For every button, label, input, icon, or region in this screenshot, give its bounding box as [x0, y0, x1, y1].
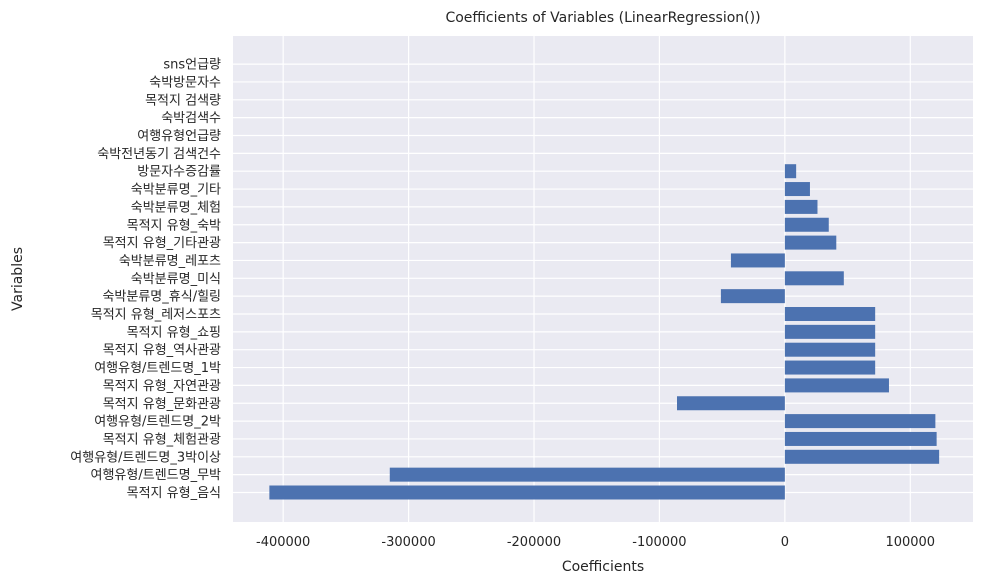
- y-tick-label: 숙박방문자수: [149, 75, 221, 90]
- bar: [784, 414, 936, 429]
- bar: [720, 289, 785, 304]
- bar: [784, 164, 797, 179]
- bars: [269, 164, 940, 500]
- bar: [784, 378, 889, 393]
- x-tick-label: -200000: [507, 535, 561, 550]
- x-tick-labels: -400000 -300000 -200000 -100000 0 100000: [256, 535, 935, 550]
- bar: [784, 324, 876, 339]
- y-tick-label: 여행유형/트렌드명_2박: [94, 414, 221, 430]
- y-tick-label: 숙박분류명_레포츠: [119, 254, 221, 269]
- bar: [730, 253, 785, 268]
- y-tick-label: 목적지 유형_쇼핑: [127, 325, 221, 340]
- x-axis-label: Coefficients: [562, 559, 644, 575]
- y-tick-label: 여행유형/트렌드명_3박이상: [70, 449, 221, 465]
- bar: [784, 217, 829, 232]
- y-tick-label: 여행유형/트렌드명_1박: [94, 360, 221, 376]
- bar: [784, 449, 940, 464]
- chart-title: Coefficients of Variables (LinearRegress…: [445, 10, 760, 26]
- y-tick-label: 숙박전년동기 검색건수: [97, 147, 221, 162]
- y-tick-labels: 목적지 유형_음식 여행유형/트렌드명_무박 여행유형/트렌드명_3박이상 목적지 유…: [70, 58, 221, 501]
- x-tick-label: 0: [781, 535, 789, 550]
- y-tick-label: 여행유형언급량: [137, 128, 221, 144]
- y-tick-label: 목적지 유형_레저스포츠: [91, 308, 221, 323]
- bar: [389, 467, 785, 482]
- bar: [784, 199, 818, 214]
- y-axis-label: Variables: [10, 247, 26, 311]
- bar: [784, 360, 876, 375]
- bar: [784, 431, 937, 446]
- y-tick-label: 목적지 검색량: [145, 93, 221, 108]
- y-tick-label: 방문자수증감률: [137, 165, 221, 180]
- y-tick-label: 숙박분류명_기타: [131, 183, 221, 198]
- plot-background: [233, 36, 973, 522]
- y-tick-label: sns언급량: [163, 58, 221, 73]
- y-tick-label: 목적지 유형_역사관광: [103, 343, 221, 358]
- x-tick-label: -400000: [256, 535, 310, 550]
- bar: [784, 342, 876, 357]
- x-tick-label: 100000: [885, 535, 935, 550]
- y-tick-label: 목적지 유형_음식: [127, 486, 221, 501]
- x-tick-label: -300000: [381, 535, 435, 550]
- bar: [784, 182, 810, 197]
- y-tick-label: 목적지 유형_기타관광: [103, 236, 221, 251]
- y-tick-label: 목적지 유형_숙박: [127, 218, 221, 233]
- y-tick-label: 숙박분류명_체험: [131, 200, 221, 215]
- y-tick-label: 목적지 유형_문화관광: [103, 397, 221, 412]
- y-tick-label: 목적지 유형_체험관광: [103, 432, 221, 447]
- y-tick-label: 목적지 유형_자연관광: [103, 379, 221, 394]
- bar: [269, 485, 785, 500]
- y-tick-label: 숙박검색수: [161, 111, 221, 126]
- bar: [784, 271, 844, 286]
- bar: [784, 307, 876, 321]
- bar: [784, 235, 837, 250]
- x-tick-label: -100000: [632, 535, 686, 550]
- y-tick-label: 숙박분류명_미식: [131, 272, 221, 287]
- y-tick-label: 여행유형/트렌드명_무박: [91, 467, 222, 483]
- y-tick-label: 숙박분류명_휴식/힐링: [102, 290, 221, 305]
- bar: [677, 396, 785, 411]
